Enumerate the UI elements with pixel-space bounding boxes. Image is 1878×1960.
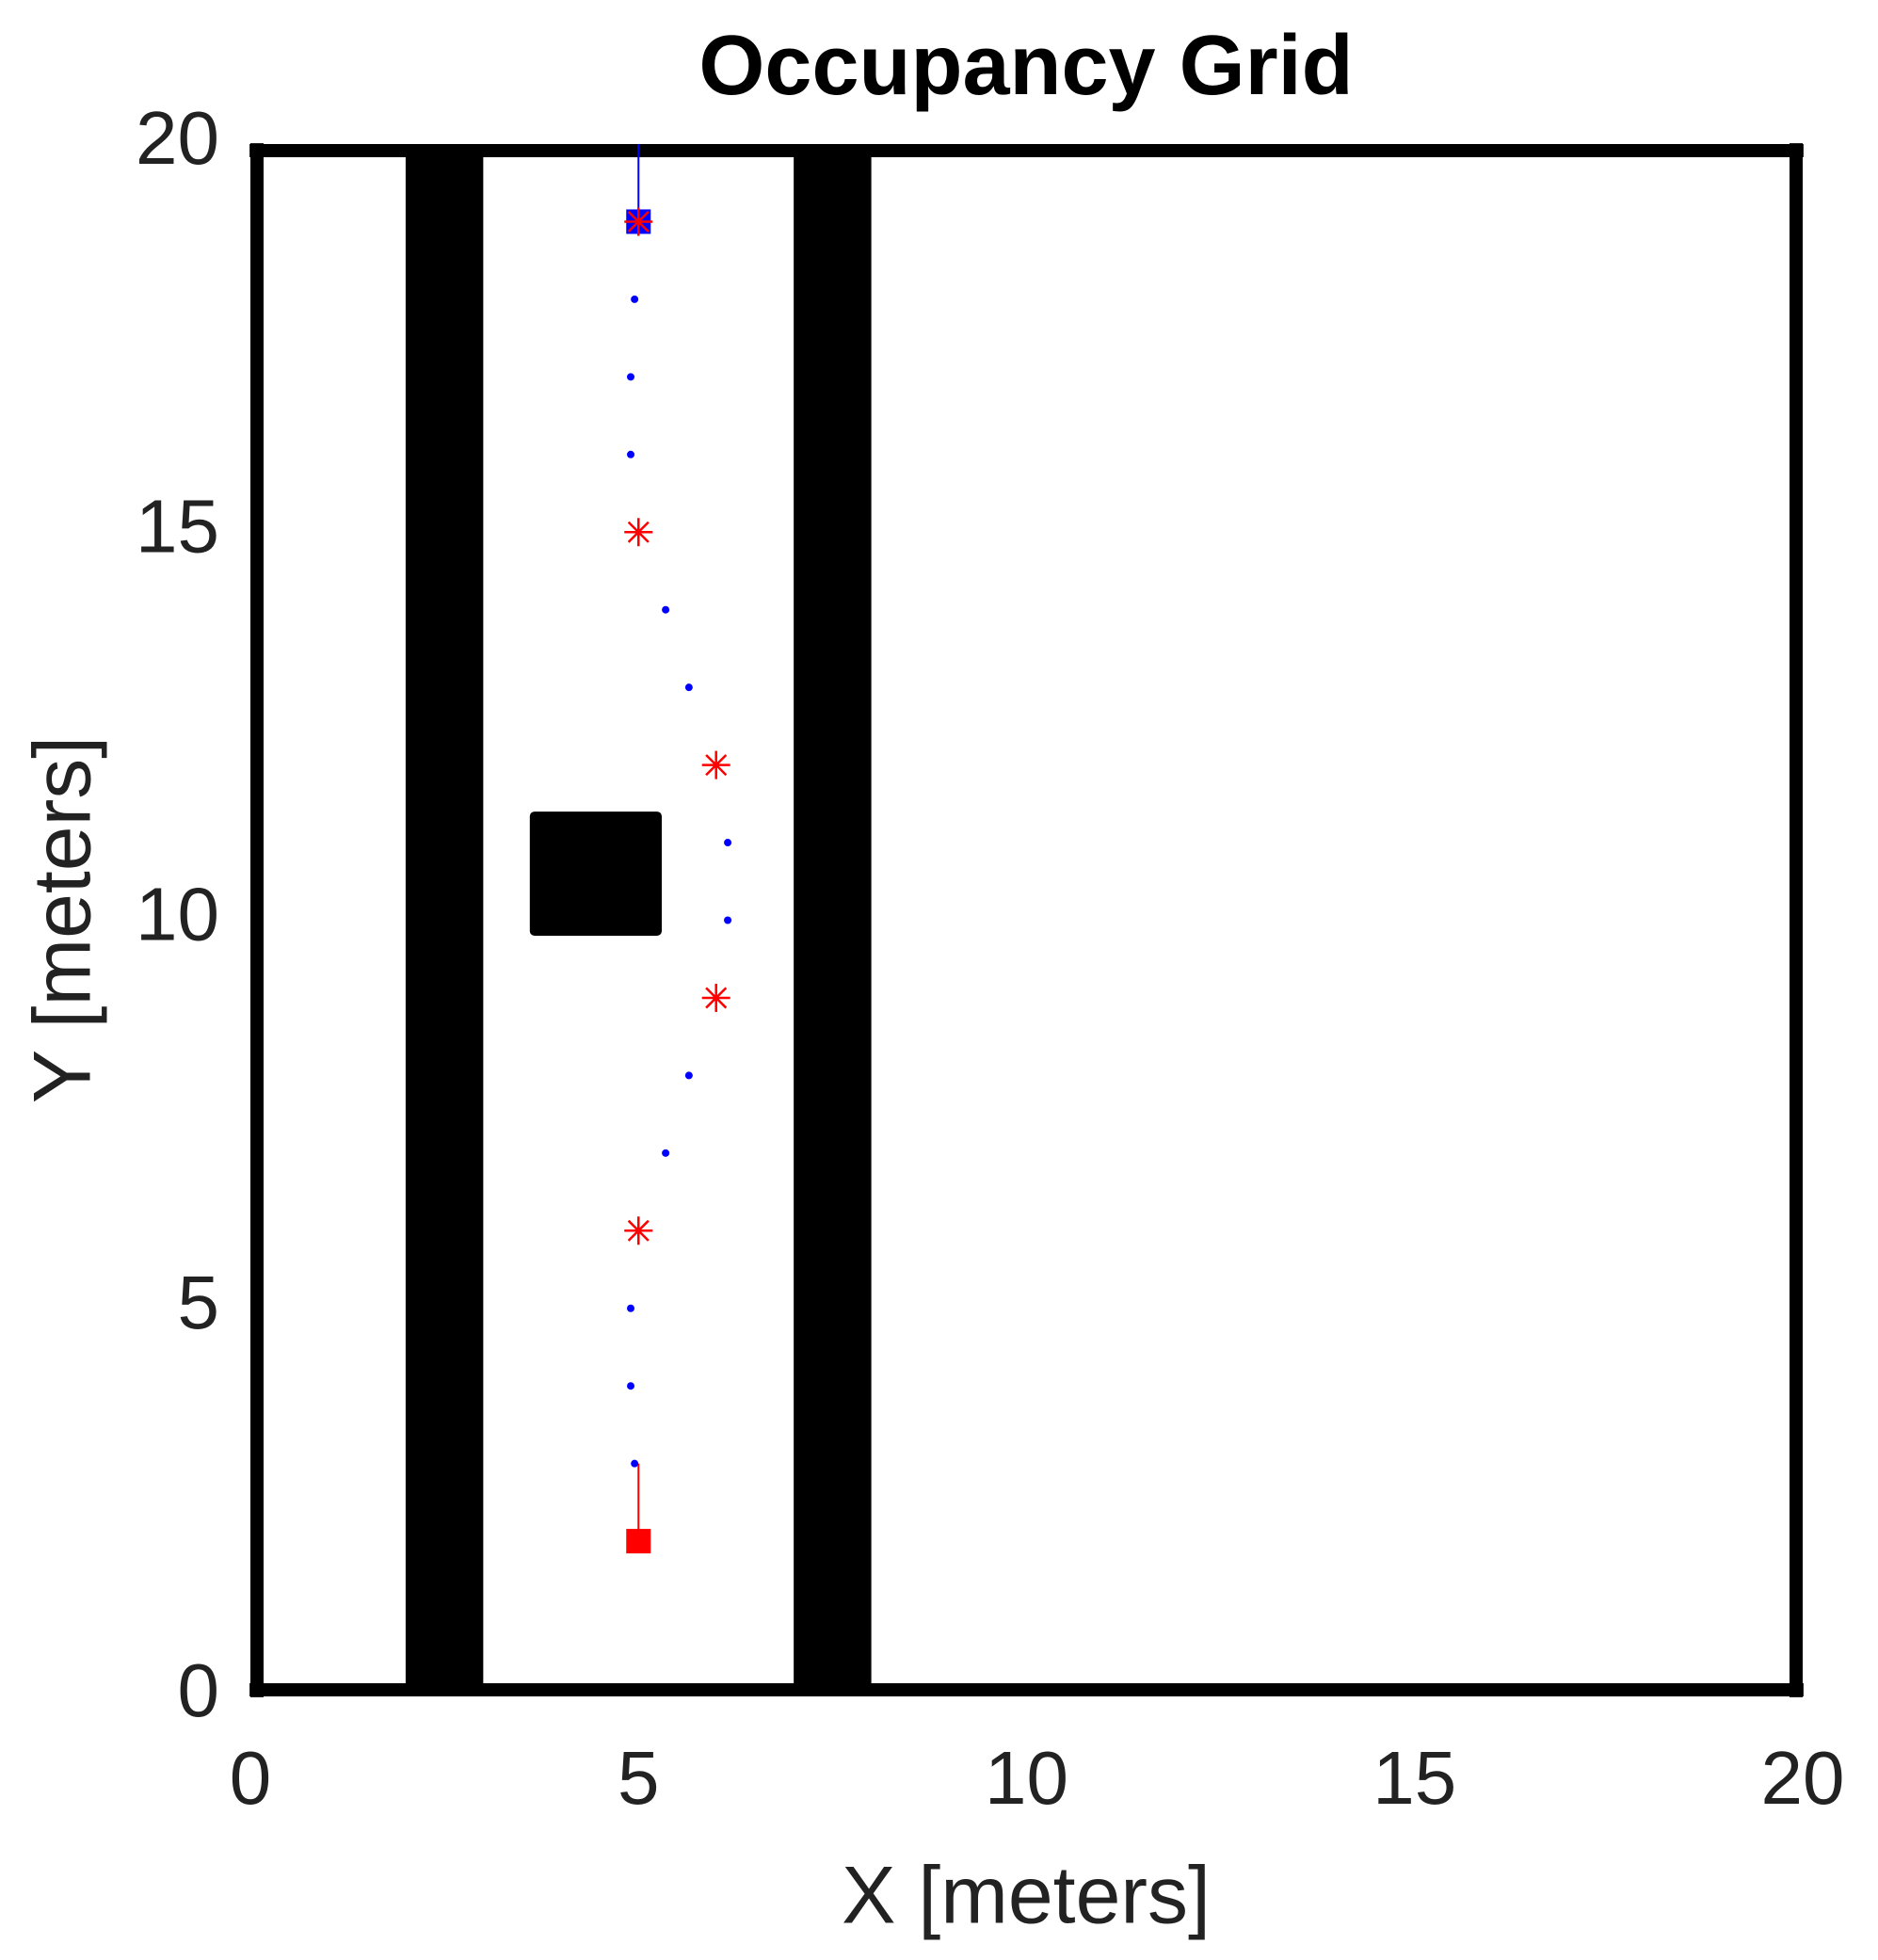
path-point — [627, 1304, 635, 1312]
obstacle — [794, 144, 872, 1696]
y-axis-label: Y [meters] — [18, 736, 108, 1103]
path-point — [627, 1382, 635, 1390]
endpoint — [626, 1529, 651, 1554]
x-tick-label: 15 — [1372, 1736, 1456, 1820]
path-point — [684, 1071, 693, 1080]
path-point — [631, 295, 639, 303]
y-tick-label: 10 — [136, 873, 219, 956]
path-point — [724, 916, 732, 924]
path-point — [627, 373, 635, 381]
waypoint — [624, 207, 653, 236]
y-tick-label: 5 — [178, 1261, 220, 1344]
obstacle — [529, 811, 662, 936]
x-tick-label: 20 — [1761, 1736, 1845, 1820]
path-point — [662, 1149, 670, 1157]
waypoint — [701, 750, 730, 779]
x-axis-label: X [meters] — [842, 1851, 1211, 1941]
path-point — [724, 839, 732, 847]
plot-area — [250, 144, 1803, 1696]
x-tick-label: 0 — [230, 1736, 272, 1820]
obstacle — [405, 144, 484, 1696]
waypoint — [701, 983, 730, 1012]
path-point — [662, 605, 670, 614]
y-tick-label: 20 — [136, 96, 219, 180]
path-point — [684, 683, 693, 692]
waypoint — [624, 518, 653, 547]
waypoint — [624, 1216, 653, 1245]
x-tick-label: 10 — [985, 1736, 1068, 1820]
path-point — [627, 450, 635, 458]
chart-title: Occupancy Grid — [698, 19, 1353, 113]
y-tick-label: 0 — [178, 1648, 220, 1732]
map-border — [250, 144, 1803, 1696]
x-tick-label: 5 — [618, 1736, 660, 1820]
path-point — [631, 1459, 639, 1468]
y-tick-label: 15 — [136, 484, 219, 568]
